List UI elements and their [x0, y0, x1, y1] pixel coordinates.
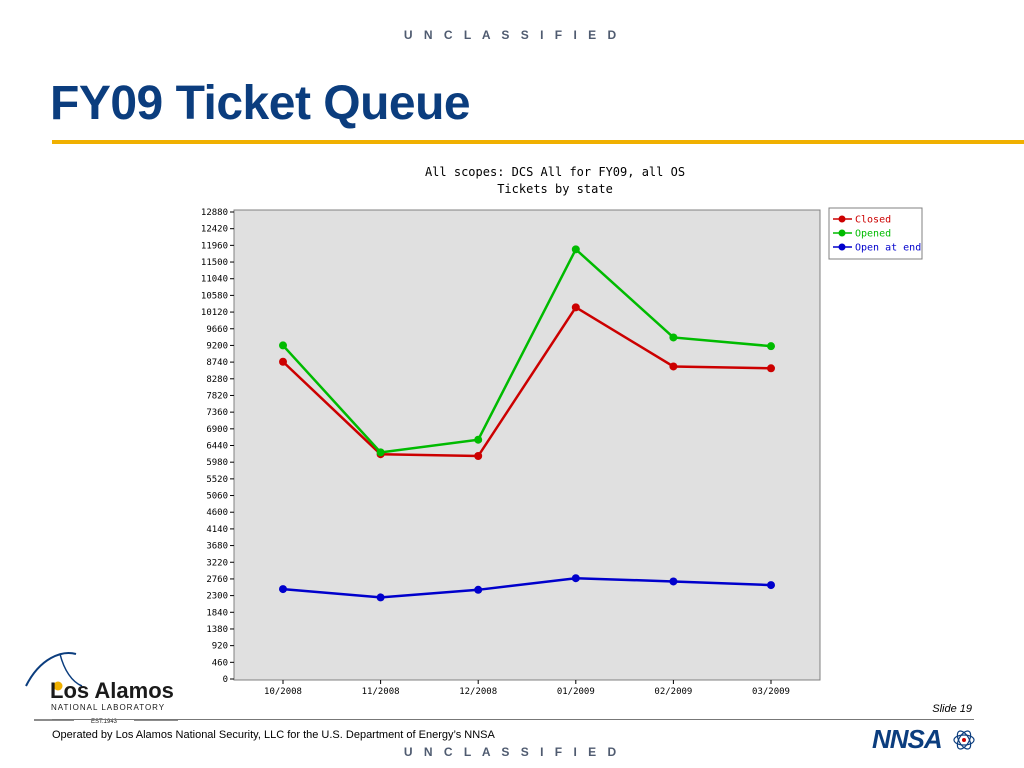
legend-marker-closed	[838, 215, 846, 223]
x-tick-label: 10/2008	[264, 687, 302, 697]
data-point-opened	[376, 448, 385, 457]
nnsa-logo: NNSA	[872, 724, 975, 754]
data-point-open-at-end	[669, 577, 678, 586]
y-tick-label: 920	[212, 642, 228, 652]
y-tick-label: 0	[223, 675, 228, 685]
plot-area	[233, 209, 821, 681]
nnsa-wordmark: NNSA	[872, 724, 942, 754]
lanl-name: Los Alamos	[50, 678, 174, 703]
y-tick-label: 9200	[206, 341, 228, 351]
lanl-dot-icon	[53, 681, 63, 691]
lanl-logo: Los Alamos NATIONAL LABORATORY EST.1943	[25, 652, 178, 725]
lanl-established: EST.1943	[91, 719, 118, 725]
data-point-opened	[571, 245, 580, 254]
y-tick-label: 8280	[206, 375, 228, 385]
y-tick-label: 7820	[206, 391, 228, 401]
footer-text: Operated by Los Alamos National Security…	[52, 729, 495, 741]
y-tick-label: 460	[212, 658, 228, 668]
y-tick-label: 3680	[206, 542, 228, 552]
data-point-closed	[279, 357, 287, 366]
y-tick-label: 6900	[206, 425, 228, 435]
series-line-closed	[282, 305, 772, 458]
x-tick-label: 02/2009	[654, 687, 692, 697]
y-tick-label: 7360	[206, 408, 228, 418]
y-tick-label: 4600	[206, 508, 228, 518]
data-point-open-at-end	[279, 585, 287, 594]
data-point-closed	[669, 362, 678, 371]
y-tick-label: 2300	[206, 592, 228, 602]
y-tick-label: 1380	[206, 625, 228, 635]
data-point-opened	[474, 435, 483, 444]
y-tick-label: 11040	[201, 275, 228, 285]
footer-divider	[52, 719, 974, 720]
data-point-closed	[571, 303, 580, 312]
y-tick-label: 12880	[201, 208, 228, 218]
data-point-closed	[474, 452, 483, 461]
data-point-opened	[669, 333, 678, 342]
y-tick-label: 2760	[206, 575, 228, 585]
y-tick-label: 5980	[206, 458, 228, 468]
x-tick-label: 03/2009	[752, 687, 790, 697]
title-divider	[52, 140, 1024, 144]
x-tick-label: 12/2008	[459, 687, 497, 697]
data-point-opened	[767, 342, 775, 351]
lanl-subtitle: NATIONAL LABORATORY	[51, 703, 165, 712]
data-point-open-at-end	[376, 593, 385, 602]
y-axis: 0 460 920 1380 1840 2300 2760 3220 3680 4140 4600 5…	[201, 208, 234, 685]
x-tick-label: 01/2009	[557, 687, 595, 697]
y-tick-label: 6440	[206, 442, 228, 452]
data-point-open-at-end	[474, 585, 483, 594]
legend: Closed Opened Open at end	[828, 207, 923, 260]
y-tick-label: 11500	[201, 258, 228, 268]
x-tick-label: 11/2008	[362, 687, 400, 697]
legend-label-opened: Opened	[855, 229, 891, 240]
data-point-open-at-end	[767, 581, 775, 590]
legend-marker-opened	[838, 229, 846, 237]
legend-marker-open-at-end	[838, 243, 846, 251]
data-point-open-at-end	[571, 574, 580, 583]
data-point-opened	[279, 341, 287, 350]
slide-title: FY09 Ticket Queue	[50, 77, 471, 130]
y-tick-label: 9660	[206, 325, 228, 335]
legend-label-closed: Closed	[855, 215, 891, 226]
classification-banner-bottom: U N C L A S S I F I E D	[403, 745, 621, 759]
chart-title: All scopes: DCS All for FY09, all OS	[425, 165, 685, 179]
y-tick-label: 8740	[206, 358, 228, 368]
y-tick-label: 12420	[201, 225, 228, 235]
y-tick-label: 5520	[206, 475, 228, 485]
series-group	[279, 245, 775, 602]
slide-number: Slide 19	[932, 703, 972, 715]
chart-subtitle: Tickets by state	[497, 182, 613, 196]
data-point-closed	[767, 364, 775, 373]
y-tick-label: 10120	[201, 308, 228, 318]
x-axis: 10/2008 11/2008 12/2008 01/2009 02/2009 03/20…	[264, 680, 790, 697]
y-tick-label: 3220	[206, 558, 228, 568]
y-tick-label: 4140	[206, 525, 228, 535]
legend-label-open-at-end: Open at end	[855, 243, 921, 254]
y-tick-label: 1840	[206, 608, 228, 618]
y-tick-label: 5060	[206, 492, 228, 502]
classification-banner-top: U N C L A S S I F I E D	[403, 28, 621, 42]
series-line-opened	[282, 247, 772, 454]
lanl-swoosh-icon	[25, 652, 77, 687]
y-tick-label: 11960	[201, 241, 228, 251]
y-tick-label: 10580	[201, 291, 228, 301]
series-line-open-at-end	[282, 576, 772, 599]
atom-icon	[953, 734, 975, 746]
